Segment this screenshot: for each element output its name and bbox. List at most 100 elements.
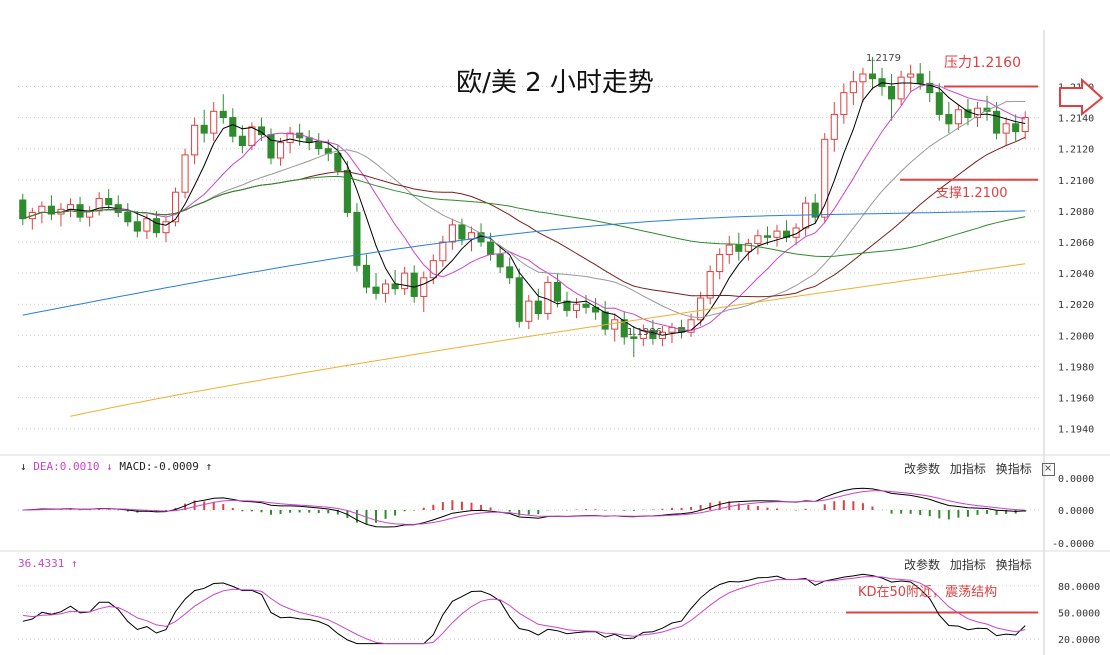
candle-body bbox=[410, 272, 418, 297]
candle-body bbox=[811, 202, 819, 218]
candle-body bbox=[506, 266, 514, 279]
candle-body bbox=[353, 211, 361, 266]
candle-body bbox=[916, 73, 924, 84]
candle-body bbox=[219, 110, 227, 119]
candle-body bbox=[487, 241, 495, 255]
y-tick-label: 1.1940 bbox=[1058, 425, 1094, 436]
support-label: 支撑1.2100 bbox=[936, 186, 1008, 201]
candle-body bbox=[945, 113, 953, 125]
params-button[interactable]: 改参数 bbox=[904, 558, 941, 572]
candle-body bbox=[935, 92, 943, 115]
candle-body bbox=[95, 197, 103, 212]
candle-body bbox=[401, 272, 409, 290]
candle-body bbox=[162, 221, 170, 234]
d-line bbox=[22, 575, 1026, 645]
candle-body bbox=[973, 107, 982, 119]
dea-down-arrow-icon: ↓ bbox=[20, 460, 27, 473]
candle-body bbox=[391, 283, 399, 290]
y-tick-label: 1.2040 bbox=[1058, 269, 1094, 280]
close-icon[interactable]: × bbox=[1041, 463, 1055, 476]
candle-body bbox=[238, 135, 246, 147]
candle-body bbox=[181, 154, 189, 193]
candle-body bbox=[420, 277, 428, 297]
chart-title: 欧/美 2 小时走势 bbox=[456, 68, 654, 98]
dea-arrow-icon: ↓ bbox=[106, 460, 113, 473]
candle-body bbox=[897, 76, 905, 100]
ma120-line bbox=[22, 210, 1026, 316]
macd-toolbar: 改参数 加指标 换指标 × bbox=[904, 460, 1061, 477]
y-tick-label: 1.2060 bbox=[1058, 238, 1094, 249]
candle-body bbox=[19, 199, 27, 220]
y-tick-label: 1.2140 bbox=[1058, 114, 1094, 125]
candle-body bbox=[372, 286, 380, 294]
candle-body bbox=[716, 253, 724, 273]
candle-body bbox=[105, 197, 113, 206]
candle-body bbox=[888, 85, 896, 100]
dea-label: DEA:0.0010 bbox=[33, 460, 100, 473]
candle-body bbox=[343, 169, 351, 213]
candle-body bbox=[725, 244, 733, 255]
candle-body bbox=[601, 311, 609, 330]
candle-body bbox=[286, 132, 294, 143]
candle-body bbox=[191, 124, 199, 156]
ma10-line bbox=[22, 83, 1026, 332]
macd-arrow-icon: ↑ bbox=[205, 460, 213, 473]
candle-body bbox=[553, 281, 561, 302]
candle-body bbox=[66, 204, 75, 210]
candle-body bbox=[152, 218, 160, 234]
candle-body bbox=[792, 227, 800, 238]
candle-body bbox=[38, 205, 46, 213]
candle-body bbox=[448, 224, 456, 243]
candle-body bbox=[210, 110, 218, 134]
candle-body bbox=[572, 303, 581, 311]
candle-body bbox=[830, 113, 838, 140]
y-tick-label: 80.0000 bbox=[1058, 582, 1100, 593]
candle-body bbox=[276, 141, 285, 159]
candle-body bbox=[859, 73, 867, 83]
candle-body bbox=[744, 243, 752, 252]
candle-body bbox=[143, 218, 151, 232]
candle-body bbox=[229, 117, 237, 137]
candle-body bbox=[563, 300, 571, 311]
add-indicator-button[interactable]: 加指标 bbox=[949, 558, 986, 572]
y-tick-label: 20.0000 bbox=[1058, 635, 1100, 646]
candle-body bbox=[315, 141, 323, 150]
candle-body bbox=[802, 202, 810, 229]
y-tick-label: 1.2120 bbox=[1058, 145, 1094, 156]
resistance-label: 压力1.2160 bbox=[944, 55, 1021, 71]
y-tick-label: 0.0000 bbox=[1058, 474, 1094, 485]
candle-body bbox=[248, 126, 256, 147]
y-tick-label: 1.2020 bbox=[1058, 300, 1094, 311]
kd-label: 36.4331 bbox=[18, 557, 65, 570]
right-arrow-icon bbox=[1059, 77, 1104, 117]
add-indicator-button[interactable]: 加指标 bbox=[949, 462, 986, 476]
candle-body bbox=[840, 92, 848, 115]
candle-body bbox=[458, 224, 466, 240]
candle-body bbox=[133, 221, 141, 232]
ma60-line bbox=[22, 175, 1026, 258]
candle-body bbox=[124, 211, 132, 223]
candle-body bbox=[1002, 123, 1010, 134]
candle-body bbox=[1012, 123, 1020, 133]
candle-body bbox=[687, 319, 695, 333]
candle-body bbox=[630, 336, 638, 339]
switch-indicator-button[interactable]: 换指标 bbox=[995, 462, 1032, 476]
candle-body bbox=[496, 253, 504, 268]
low-label: 1.1986 bbox=[627, 327, 662, 338]
candle-body bbox=[926, 82, 934, 94]
candle-body bbox=[467, 232, 476, 240]
candle-body bbox=[954, 109, 962, 125]
y-tick-label: 1.2080 bbox=[1058, 207, 1094, 218]
candle-body bbox=[754, 235, 762, 245]
candle-body bbox=[515, 277, 523, 322]
candle-body bbox=[763, 235, 772, 238]
kd-header: 36.4331 ↑ bbox=[18, 557, 78, 570]
kd-note: KD在50附近，震荡结构 bbox=[858, 585, 998, 600]
dea-line bbox=[22, 490, 1026, 525]
candle-body bbox=[382, 283, 390, 294]
switch-indicator-button[interactable]: 换指标 bbox=[995, 558, 1032, 572]
candle-body bbox=[868, 73, 877, 80]
params-button[interactable]: 改参数 bbox=[904, 462, 941, 476]
candle-body bbox=[439, 241, 447, 262]
